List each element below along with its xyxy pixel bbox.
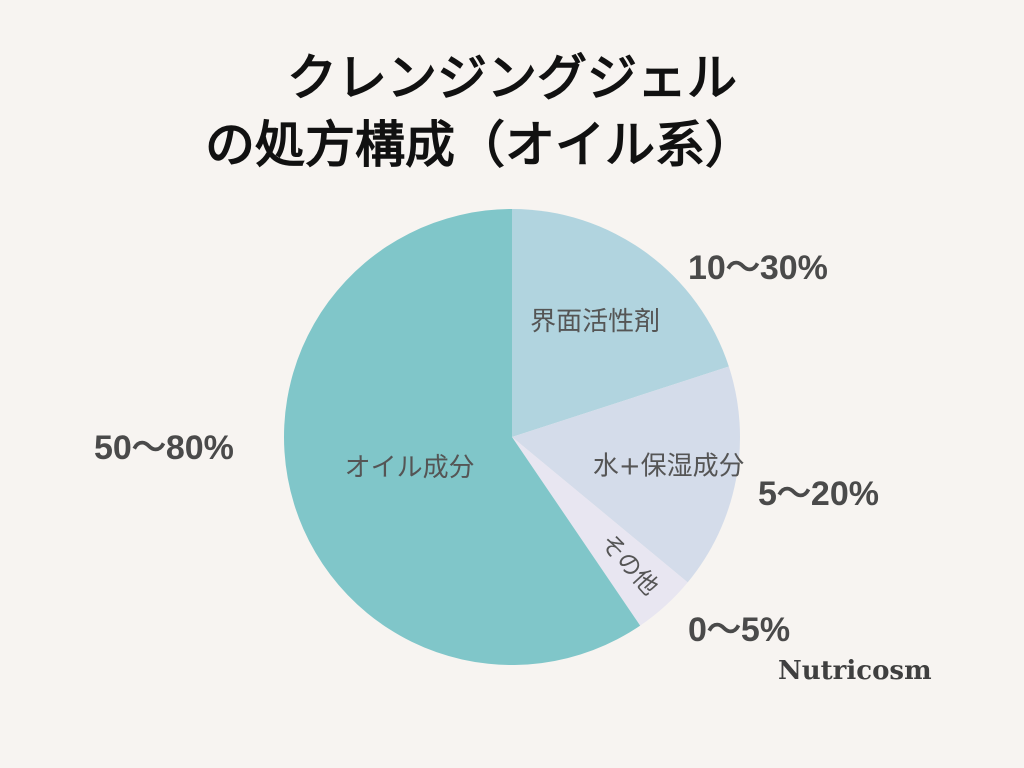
pie-slice <box>512 366 741 583</box>
title-line-2: の処方構成（オイル系） <box>205 115 755 174</box>
pie-slice <box>283 209 641 665</box>
title-line-1: クレンジングジェル <box>287 48 737 107</box>
slice-label: 水+保湿成分 <box>593 451 745 481</box>
pie-slice <box>512 209 729 437</box>
range-label: 10〜30% <box>688 249 828 287</box>
range-label: 0〜5% <box>688 611 791 649</box>
range-label: 5〜20% <box>758 475 879 513</box>
slice-label: オイル成分 <box>345 453 475 483</box>
slice-label: 界面活性剤 <box>530 307 660 337</box>
pie-slice <box>512 437 688 626</box>
range-label: 50〜80% <box>94 429 234 467</box>
brand-logo: Nutricosm <box>778 656 932 686</box>
